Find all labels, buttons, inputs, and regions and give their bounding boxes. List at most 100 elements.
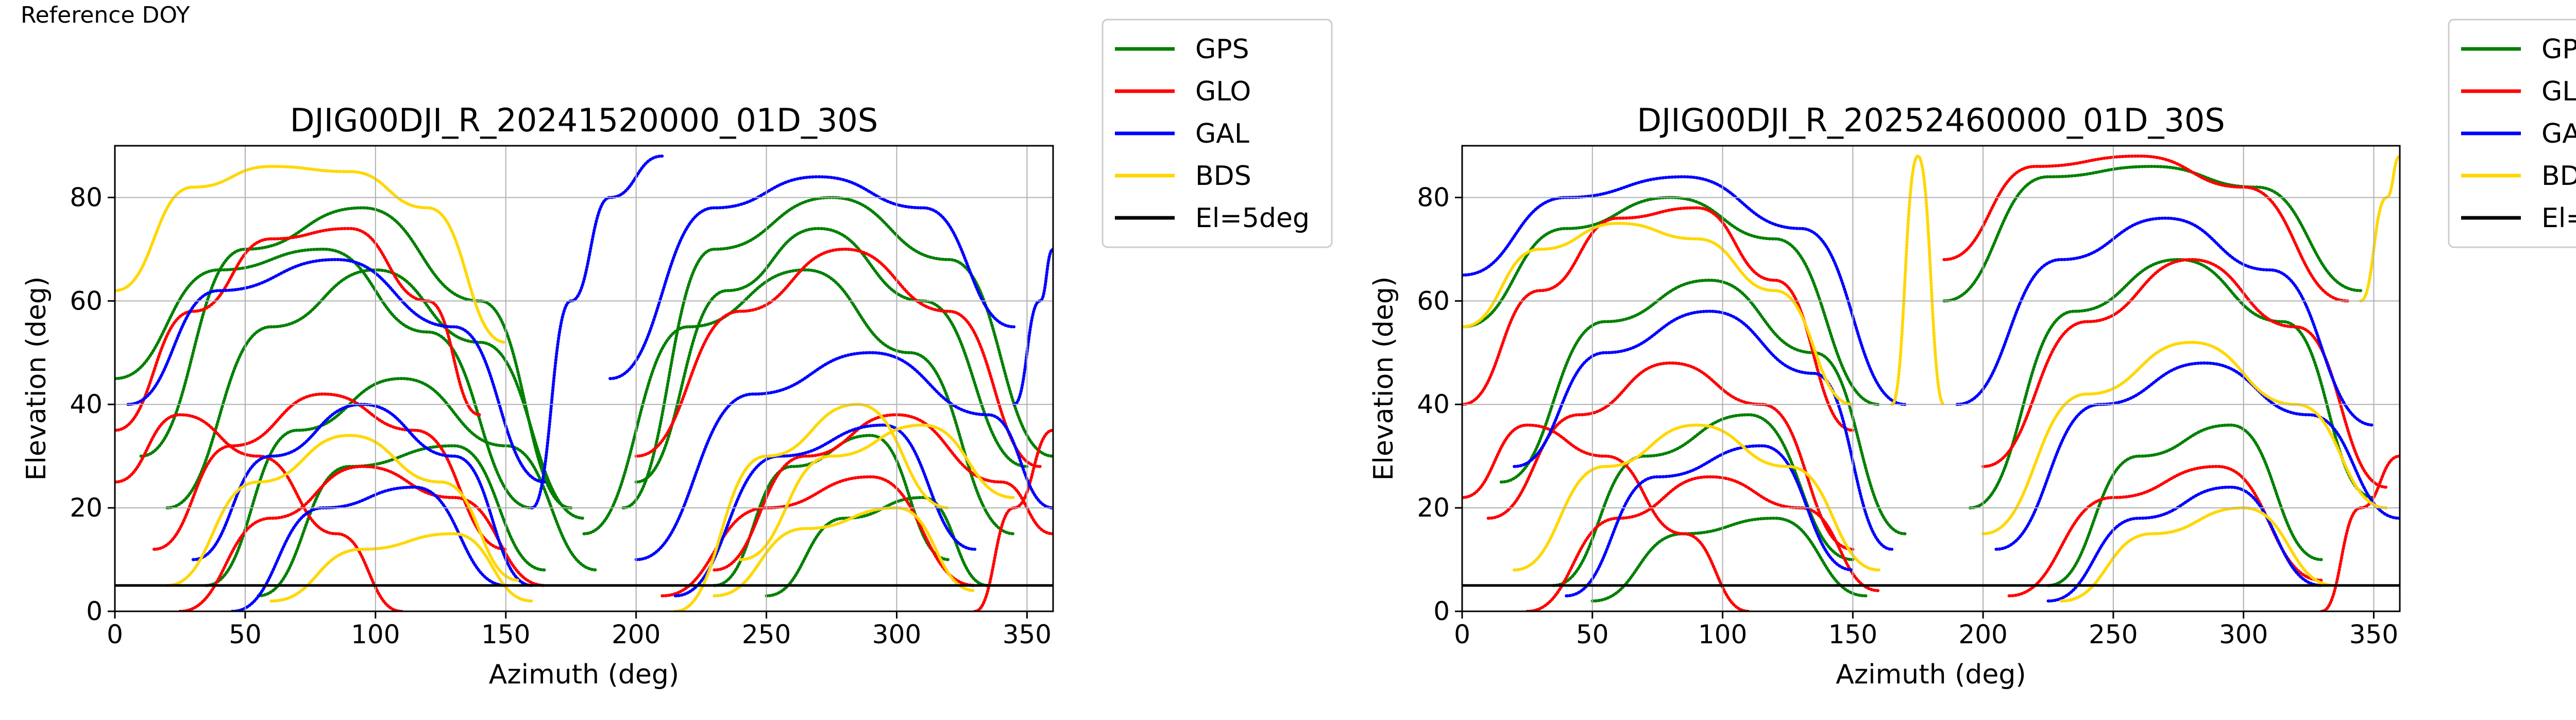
- arc-gal-0: [1462, 175, 1907, 406]
- legend: GPS GLO GAL BDS El=5deg: [1101, 19, 1333, 248]
- legend-label: El=5deg: [2541, 203, 2576, 234]
- chart-panel-left: 0 50 100 150 200 250 300 350 0 20 40 60 80 DJIG00DJ…: [21, 19, 1333, 690]
- arc-glo-1: [152, 392, 507, 551]
- x-tick-label: 150: [1828, 620, 1877, 649]
- x-tick-label: 350: [2349, 620, 2398, 649]
- arc-gal-0: [126, 258, 547, 484]
- x-tick-label: 200: [1958, 620, 2007, 649]
- arc-gps-2: [1551, 413, 1855, 587]
- arc-glo-2: [115, 413, 403, 611]
- arc-gps-1: [1499, 279, 1907, 536]
- arc-bds-3: [673, 403, 951, 611]
- x-tick-label: 50: [229, 620, 262, 649]
- x-tick-label: 0: [1454, 620, 1470, 649]
- chart-title: DJIG00DJI_R_20252460000_01D_30S: [1637, 101, 2225, 139]
- arc-glo-7: [660, 475, 977, 597]
- scatter-arcs: [1462, 155, 2400, 611]
- grid-lines: [1462, 146, 2400, 612]
- arc-glo-1: [1486, 361, 1855, 551]
- scatter-arcs: [115, 155, 1053, 611]
- x-tick-label: 150: [481, 620, 530, 649]
- y-tick-label: 40: [1417, 389, 1450, 419]
- x-tick-label: 300: [2219, 620, 2268, 649]
- x-axis-label: Azimuth (deg): [489, 659, 679, 690]
- arc-gps-6: [582, 268, 1016, 536]
- arc-gps-6: [1590, 517, 1868, 603]
- arc-glo-0: [115, 227, 482, 432]
- legend-label: BDS: [2541, 161, 2576, 192]
- legend-label: BDS: [1195, 161, 1251, 192]
- x-tick-label: 100: [1698, 620, 1747, 649]
- arc-bds-3: [1981, 340, 2388, 536]
- arc-gps-4: [257, 444, 547, 597]
- arc-glo-2: [1462, 423, 1751, 611]
- x-tick-label: 200: [612, 620, 660, 649]
- x-tick-label: 0: [107, 620, 123, 649]
- y-tick-label: 80: [1417, 182, 1450, 212]
- arc-bds-5: [739, 423, 1016, 561]
- legend-label: GPS: [2541, 34, 2576, 65]
- y-ticks: 0 20 40 60 80: [1417, 182, 1462, 626]
- arc-gps-1: [139, 206, 573, 510]
- legend-label: GAL: [2541, 118, 2576, 149]
- arc-bds-1: [165, 434, 521, 587]
- arc-glo-3: [1526, 475, 1880, 611]
- y-tick-label: 60: [70, 286, 103, 316]
- y-ticks: 0 20 40 60 80: [70, 182, 115, 626]
- arc-bds-5: [2359, 155, 2400, 303]
- arc-bds-0: [1462, 221, 1855, 406]
- x-tick-label: 250: [742, 620, 791, 649]
- arc-bds-4: [713, 506, 977, 597]
- arc-gps-4: [1968, 258, 2376, 510]
- legend-label: El=5deg: [1195, 203, 1310, 234]
- arc-bds-2: [1890, 155, 1946, 406]
- y-tick-label: 20: [1417, 493, 1450, 523]
- arc-glo-4: [634, 247, 1042, 468]
- plot-frame: [114, 145, 1054, 612]
- y-tick-label: 0: [86, 596, 103, 626]
- x-ticks: 0 50 100 150 200 250 300 350: [107, 611, 1052, 649]
- arc-gal-7: [1012, 247, 1053, 406]
- y-tick-label: 20: [70, 493, 103, 523]
- arc-bds-0: [115, 165, 507, 344]
- arc-gps-3: [1942, 165, 2363, 303]
- legend: GPS GLO GAL BDS El=5deg: [2448, 19, 2576, 248]
- y-tick-label: 40: [70, 389, 103, 419]
- arc-glo-3: [178, 465, 547, 611]
- arc-gal-2: [1565, 444, 1855, 597]
- arc-bds-2: [269, 532, 534, 603]
- arc-gps-5: [634, 227, 1029, 484]
- arc-gal-3: [530, 155, 664, 510]
- arc-bds-4: [2059, 506, 2336, 603]
- arc-gal-5: [634, 351, 1053, 561]
- legend-box: [1101, 19, 1333, 248]
- arc-gal-4: [608, 175, 1016, 380]
- arc-gps-5: [2046, 423, 2324, 587]
- arc-glo-4: [1942, 155, 2349, 303]
- legend-label: GLO: [2541, 76, 2576, 107]
- plot-frame: [1461, 145, 2401, 612]
- y-axis-label: Elevation (deg): [21, 277, 52, 481]
- arc-gal-6: [673, 423, 977, 597]
- arc-gps-7: [621, 196, 1053, 510]
- x-axis-label: Azimuth (deg): [1836, 659, 2026, 690]
- y-axis-label: Elevation (deg): [1368, 277, 1399, 481]
- chart-panel-right: 0 50 100 150 200 250 300 350 0 20 40 60 80 DJIG00DJ…: [1368, 19, 2576, 690]
- legend-label: GLO: [1195, 76, 1251, 107]
- arc-gps-3: [115, 247, 534, 510]
- arc-glo-0: [1462, 206, 1855, 432]
- arc-glo-5: [713, 413, 1053, 572]
- figure-label: Reference DOY: [21, 2, 190, 28]
- arc-bds-1: [1513, 423, 1880, 572]
- x-tick-label: 100: [351, 620, 400, 649]
- arc-gal-2: [230, 485, 507, 611]
- chart-title: DJIG00DJI_R_20241520000_01D_30S: [290, 101, 878, 139]
- y-tick-label: 80: [70, 182, 103, 212]
- arc-gal-3: [1955, 216, 2376, 427]
- x-ticks: 0 50 100 150 200 250 300 350: [1454, 611, 2398, 649]
- x-tick-label: 250: [2089, 620, 2138, 649]
- x-tick-label: 50: [1576, 620, 1609, 649]
- arc-glo-6: [2320, 454, 2400, 611]
- x-tick-label: 300: [872, 620, 921, 649]
